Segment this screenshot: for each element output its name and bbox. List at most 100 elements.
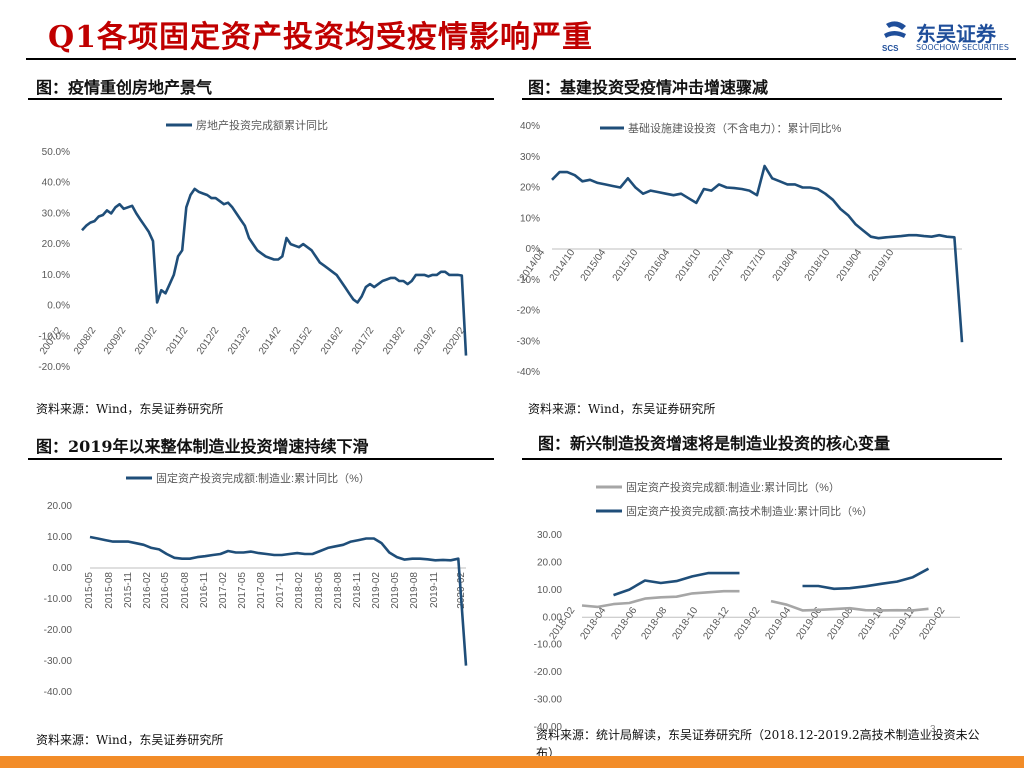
panel3-title: 图：2019年以来整体制造业投资增速持续下滑 (36, 437, 369, 456)
chart2-ytick: 0% (526, 244, 541, 255)
panel1-rule (28, 98, 494, 100)
chart2-xtick: 2014/10 (548, 247, 578, 283)
chart3-xtick: 2017-11 (275, 572, 286, 608)
chart2-legend-label: 基础设施建设投资（不含电力）：累计同比% (628, 121, 841, 135)
chart2-ytick: 10% (520, 213, 540, 224)
chart4-xtick: 2018-02 (547, 605, 577, 642)
chart2-xtick: 2015/04 (579, 247, 609, 283)
chart2-xtick: 2017/10 (739, 247, 769, 283)
chart4-series-1-line (582, 591, 960, 704)
chart3-xtick: 2019-05 (390, 572, 401, 609)
panel2-source: 资料来源：Wind，东吴证券研究所 (528, 402, 716, 416)
chart3-xtick: 2019-08 (409, 572, 420, 609)
chart4-xtick: 2018-06 (609, 605, 639, 642)
chart1-xtick: 2008/2 (72, 325, 99, 357)
chart3-ytick: -30.00 (44, 656, 73, 667)
chart1-xtick: 2016/2 (319, 325, 346, 357)
chart4-legend-label: 固定资产投资完成额:高技术制造业:累计同比（%） (626, 504, 873, 518)
brand-name-en: SOOCHOW SECURITIES (916, 43, 1009, 52)
chart3-xtick: 2018-05 (314, 572, 325, 609)
chart1-xtick: 2010/2 (133, 325, 160, 357)
chart3-xtick: 2018-11 (352, 572, 363, 608)
chart1-ytick: 20.0% (42, 239, 70, 250)
chart1-ytick: 30.0% (42, 208, 70, 219)
chart3-ytick: -10.00 (44, 594, 73, 605)
chart1-xtick: 2019/2 (412, 325, 439, 357)
chart1-xtick: 2018/2 (381, 325, 408, 357)
chart1-xtick: 2012/2 (195, 325, 222, 357)
chart4-xtick: 2018-10 (670, 605, 700, 642)
chart2-ytick: -20% (517, 306, 540, 317)
chart4-xtick: 2018-04 (578, 605, 608, 642)
footer-bar (0, 756, 1024, 768)
chart1-series-1-line (81, 187, 468, 356)
chart1-ytick: -20.0% (38, 362, 70, 373)
chart4-ytick: -40.00 (534, 722, 563, 733)
brand-mark-icon: SCS (882, 21, 906, 53)
chart4-xtick: 2019-04 (763, 605, 793, 642)
chart3-xtick: 2019-02 (371, 572, 382, 609)
chart4-ytick: -20.00 (534, 667, 563, 678)
chart1-xtick: 2013/2 (226, 325, 253, 357)
panel2-title: 图：基建投资受疫情冲击增速骤减 (528, 78, 769, 97)
chart3-xtick: 2017-05 (237, 572, 248, 609)
chart3-xtick: 2016-08 (180, 572, 191, 609)
chart3-xtick: 2018-02 (294, 572, 305, 609)
chart1-ytick: -10.0% (38, 331, 70, 342)
chart3-ytick: 10.00 (47, 532, 72, 543)
panel1-source: 资料来源：Wind，东吴证券研究所 (36, 402, 224, 416)
chart2-ytick: -40% (517, 367, 540, 378)
chart2-xtick: 2019/10 (867, 247, 897, 283)
chart4-xtick: 2019-02 (732, 605, 762, 642)
panel4-rule (522, 458, 1002, 460)
panel2-rule (522, 98, 1002, 100)
chart4-ytick: 30.00 (537, 530, 562, 541)
chart3-xtick: 2016-11 (199, 572, 210, 608)
chart1-xtick: 2009/2 (102, 325, 129, 357)
page-title: Q1各项固定资产投资均受疫情影响严重 (48, 20, 594, 55)
chart3-ytick: 0.00 (53, 563, 73, 574)
chart1-xtick: 2011/2 (164, 325, 190, 356)
chart3-xtick: 2017-08 (256, 572, 267, 609)
chart2-xtick: 2017/04 (707, 247, 737, 283)
chart1-xtick: 2014/2 (257, 325, 284, 357)
chart3-xtick: 2018-08 (333, 572, 344, 609)
chart2-ytick: 40% (520, 121, 540, 132)
chart2-xtick: 2016/10 (674, 247, 704, 283)
chart2-ytick: 30% (520, 152, 540, 163)
header-rule (26, 58, 1016, 60)
chart4-ytick: -10.00 (534, 640, 563, 651)
panel3-source: 资料来源：Wind，东吴证券研究所 (36, 733, 224, 747)
chart4-legend-label: 固定资产投资完成额:制造业:累计同比（%） (626, 480, 840, 494)
chart4-ytick: 0.00 (543, 612, 563, 623)
chart2-xtick: 2018/10 (803, 247, 833, 283)
chart4-ytick: 20.00 (537, 557, 562, 568)
chart2-ytick: 20% (520, 183, 540, 194)
chart3-xtick: 2017-02 (218, 572, 229, 609)
chart3-ytick: -40.00 (44, 687, 73, 698)
chart4-ytick: -30.00 (534, 695, 563, 706)
brand-abbr: SCS (882, 44, 899, 53)
chart1-xtick: 2017/2 (350, 325, 377, 357)
chart2-xtick: 2018/04 (771, 247, 801, 283)
brand-name: 东吴证券 (916, 22, 996, 46)
chart1-legend-label: 房地产投资完成额累计同比 (196, 118, 328, 132)
chart2-xtick: 2016/04 (643, 247, 673, 283)
chart3-xtick: 2015-05 (84, 572, 95, 609)
chart2-ytick: -30% (517, 336, 540, 347)
chart3-xtick: 2015-11 (123, 572, 134, 608)
chart1-ytick: 40.0% (42, 178, 70, 189)
chart3-xtick: 2019-11 (429, 572, 440, 608)
chart2-series-1-line (551, 164, 964, 343)
chart3-ytick: -20.00 (44, 625, 73, 636)
chart3-ytick: 20.00 (47, 501, 72, 512)
chart3-xtick: 2016-05 (160, 572, 171, 609)
chart4-xtick: 2018-12 (701, 605, 731, 642)
chart1-ytick: 0.0% (47, 301, 70, 312)
chart2-xtick: 2015/10 (611, 247, 641, 283)
chart1-ytick: 50.0% (42, 147, 70, 158)
chart4-ytick: 10.00 (537, 585, 562, 596)
chart3-series-1-line (89, 535, 468, 666)
chart4-xtick: 2018-08 (639, 605, 669, 642)
